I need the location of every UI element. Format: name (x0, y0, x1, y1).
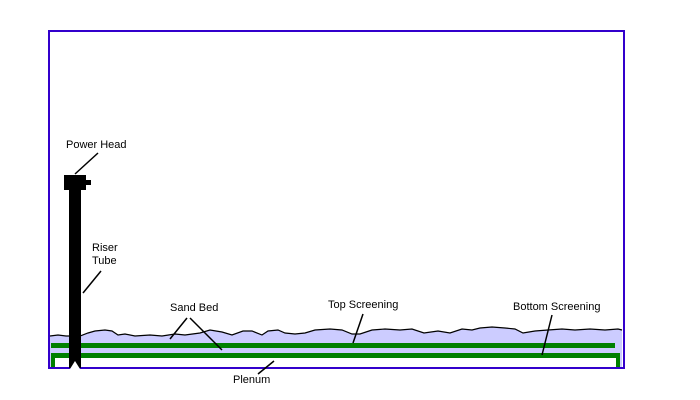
riser-tube (69, 190, 81, 368)
riser-tube-label: Riser Tube (92, 242, 118, 267)
bottom-screening-label: Bottom Screening (513, 301, 601, 313)
tank-outline (48, 30, 625, 369)
power-head-label: Power Head (66, 139, 127, 151)
sand-bed-label: Sand Bed (170, 302, 219, 314)
power-head-outlet (86, 180, 91, 185)
plenum-space (55, 358, 616, 367)
bottom-screening-line (51, 353, 620, 367)
riser-tube-notch (70, 361, 80, 369)
top-screening-label: Top Screening (328, 299, 399, 311)
power-head (64, 175, 86, 190)
top-screening-line (51, 343, 615, 348)
plenum-label: Plenum (233, 374, 271, 386)
